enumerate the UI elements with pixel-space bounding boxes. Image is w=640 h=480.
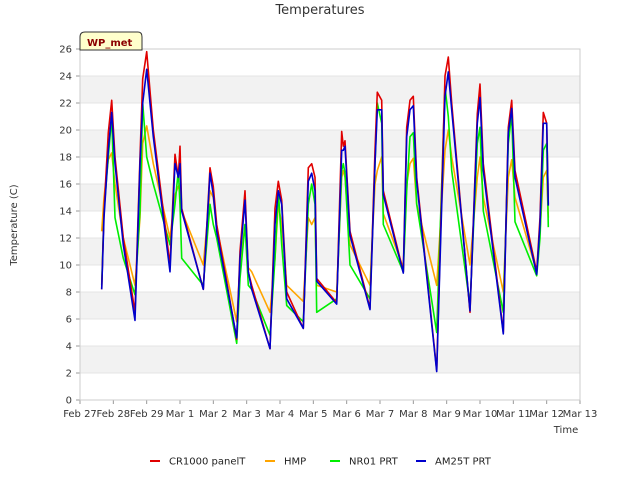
y-tick-label: 22 (59, 99, 72, 110)
y-axis-title: Temperature (C) (9, 184, 20, 266)
legend-label: HMP (284, 457, 306, 468)
x-axis: Feb 27 Feb 28 Feb 29 Mar 1 Mar 2 Mar 3 Mar 4 Ma… (63, 400, 597, 420)
grid-bands (80, 48, 580, 401)
x-tick-label: Mar 13 (563, 409, 598, 420)
y-tick-label: 14 (59, 207, 72, 218)
x-tick-label: Mar 5 (299, 409, 327, 420)
x-axis-title: Time (553, 425, 578, 436)
x-tick-label: Mar 7 (366, 409, 394, 420)
series-lines (100, 50, 550, 373)
grid-band (80, 130, 580, 157)
x-tick-label: Feb 28 (97, 409, 131, 420)
y-tick-label: 18 (59, 153, 72, 164)
x-tick-label: Mar 2 (199, 409, 227, 420)
x-tick-label: Feb 27 (63, 409, 97, 420)
grid-band (80, 346, 580, 373)
x-tick-label: Mar 12 (529, 409, 564, 420)
x-tick-label: Mar 8 (399, 409, 427, 420)
x-tick-label: Mar 1 (166, 409, 194, 420)
x-tick-label: Mar 6 (332, 409, 360, 420)
legend-label: AM25T PRT (435, 457, 492, 468)
y-tick-label: 4 (66, 342, 72, 353)
legend-label: NR01 PRT (349, 457, 399, 468)
y-tick-label: 10 (59, 261, 72, 272)
chart-title: Temperatures (274, 3, 364, 18)
y-tick-label: 12 (59, 234, 72, 245)
x-tick-label: Mar 11 (496, 409, 531, 420)
y-tick-label: 24 (59, 72, 72, 83)
x-tick-label: Mar 3 (232, 409, 260, 420)
legend-label: CR1000 panelT (169, 457, 246, 468)
station-tag: WP_met (79, 31, 143, 51)
series-line-am25t-prt (100, 68, 550, 373)
y-tick-label: 20 (59, 126, 72, 137)
station-tag-label: WP_met (87, 38, 133, 49)
y-tick-label: 2 (66, 369, 72, 380)
y-tick-label: 16 (59, 180, 72, 191)
plot-frame (79, 48, 581, 401)
y-tick-label: 0 (66, 396, 72, 407)
y-tick-label: 8 (66, 288, 72, 299)
grid-band (80, 76, 580, 103)
x-tick-label: Mar 4 (266, 409, 294, 420)
x-tick-label: Mar 10 (463, 409, 498, 420)
legend: CR1000 panelT HMP NR01 PRT AM25T PRT (150, 457, 492, 468)
x-tick-label: Feb 29 (130, 409, 164, 420)
y-tick-label: 26 (59, 45, 72, 56)
y-tick-label: 6 (66, 315, 72, 326)
x-tick-label: Mar 9 (432, 409, 460, 420)
